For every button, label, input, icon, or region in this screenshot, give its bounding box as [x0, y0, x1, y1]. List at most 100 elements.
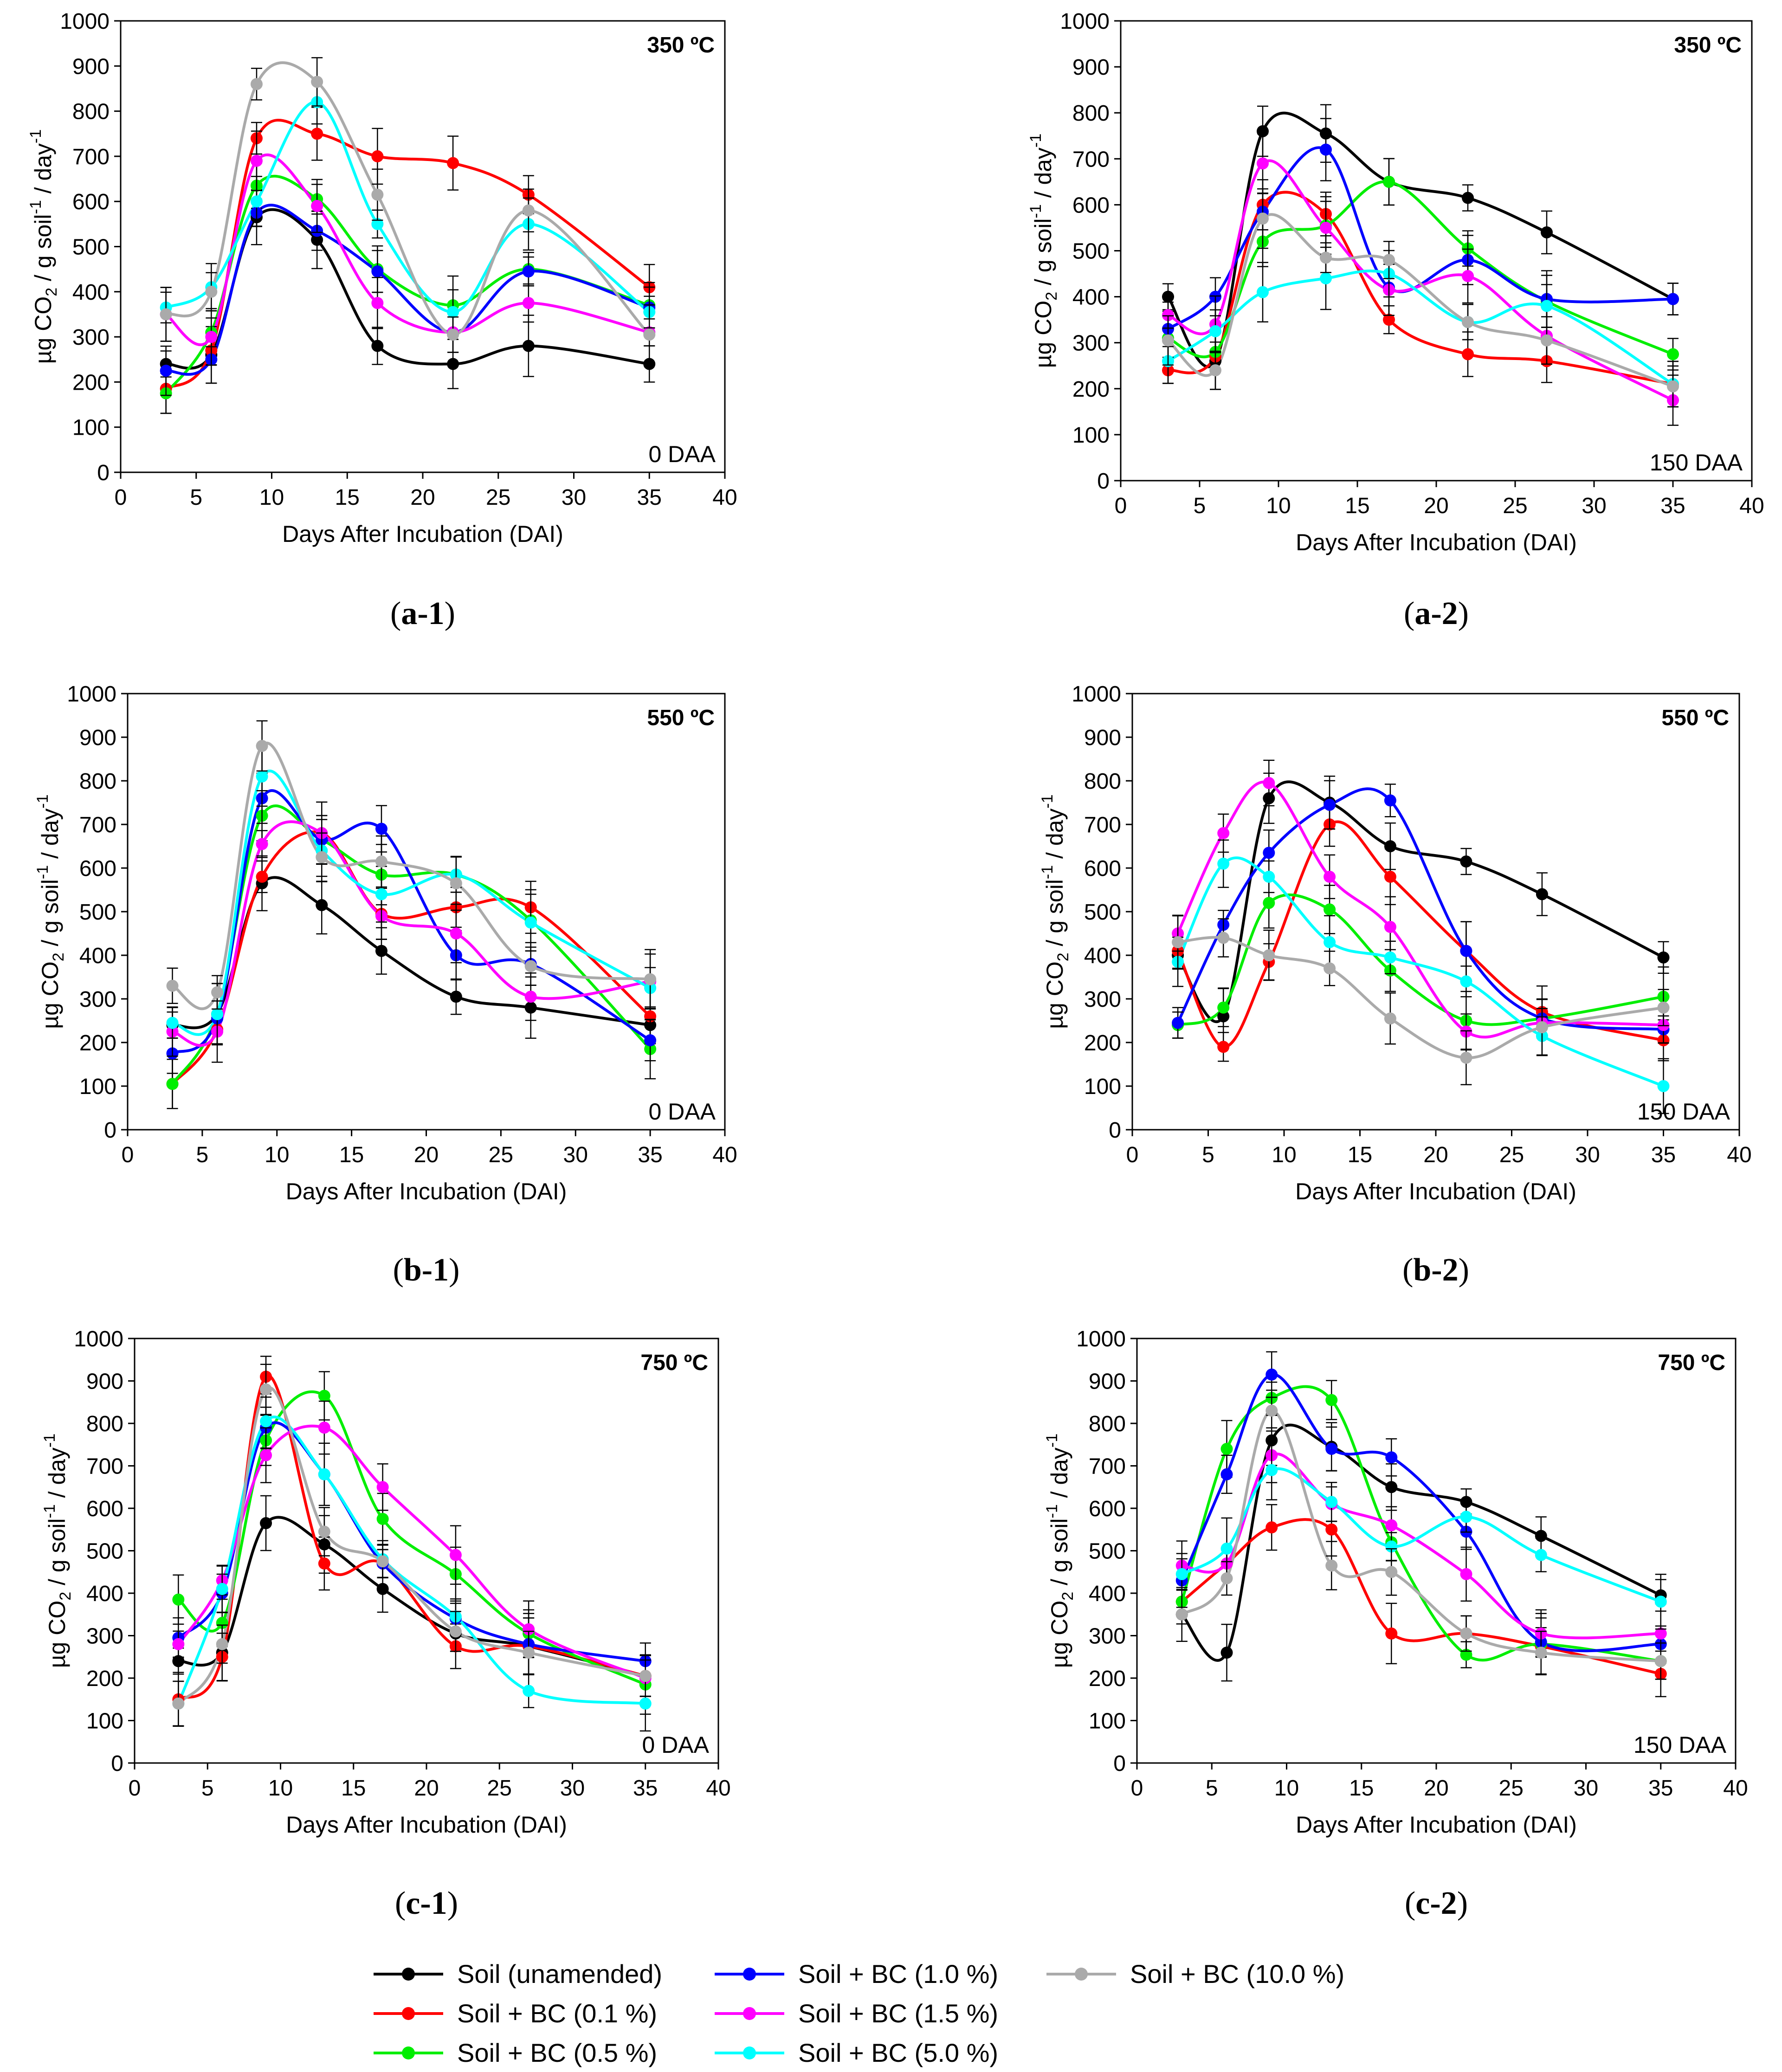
- data-point-bc50: [1175, 1568, 1188, 1580]
- data-point-bc100: [260, 1383, 272, 1396]
- data-point-bc100: [1257, 212, 1269, 225]
- y-axis-label-part: µg CO: [44, 1601, 70, 1668]
- y-tick-label: 700: [1072, 147, 1110, 172]
- data-point-bc01: [1265, 1521, 1278, 1534]
- y-tick-label: 200: [1089, 1667, 1126, 1691]
- x-tick-label: 25: [487, 1776, 512, 1801]
- data-point-bc100: [639, 1670, 652, 1682]
- x-tick-label: 25: [1499, 1776, 1524, 1801]
- y-tick-label: 600: [79, 856, 116, 881]
- data-point-bc100: [644, 973, 657, 985]
- y-tick-label: 200: [1072, 377, 1110, 402]
- y-tick-label: 800: [1084, 769, 1121, 794]
- data-point-bc10: [1265, 1368, 1278, 1381]
- data-point-bc50: [211, 1008, 224, 1020]
- data-point-bc100: [1536, 1021, 1548, 1034]
- x-tick-label: 5: [196, 1143, 209, 1167]
- caption-letter: a-1: [401, 596, 444, 631]
- data-point-bc100: [1324, 962, 1336, 975]
- series-line-bc100: [164, 61, 651, 336]
- data-point-bc01: [1325, 1523, 1338, 1536]
- legend-swatch-marker: [402, 1968, 415, 1981]
- data-point-bc100: [376, 1555, 389, 1568]
- y-axis-label-part: -1: [34, 865, 52, 879]
- data-point-bc05: [1667, 348, 1679, 360]
- x-tick-label: 30: [1575, 1143, 1600, 1167]
- data-point-bc50: [1460, 1511, 1472, 1523]
- y-axis-label-part: / day: [30, 143, 56, 200]
- data-point-bc05: [166, 1078, 179, 1090]
- data-point-bc100: [1541, 334, 1553, 347]
- y-tick-label: 400: [1089, 1582, 1126, 1606]
- data-point-bc50: [1263, 870, 1275, 883]
- y-axis-label: µg CO2 / g soil-1 / day-1: [34, 794, 67, 1029]
- x-tick-label: 5: [1194, 494, 1206, 518]
- data-point-bc15: [1324, 870, 1336, 883]
- data-point-bc100: [1217, 932, 1230, 944]
- series-line-bc15: [1176, 780, 1665, 1039]
- series-line-soil: [1167, 111, 1674, 368]
- data-point-bc15: [523, 1623, 535, 1635]
- caption-paren: ): [447, 1885, 458, 1921]
- x-tick-label: 0: [1131, 1776, 1143, 1801]
- series-line-bc10: [1167, 146, 1674, 330]
- data-point-bc100: [1385, 1566, 1398, 1578]
- data-point-bc10: [371, 265, 384, 278]
- y-axis-label-part: -1: [27, 200, 45, 214]
- data-point-bc15: [1654, 1627, 1667, 1640]
- y-tick-label: 300: [1072, 331, 1110, 356]
- temperature-label: 550 ºC: [1661, 706, 1729, 730]
- x-tick-label: 30: [1582, 494, 1606, 518]
- y-axis-label: µg CO2 / g soil-1 / day-1: [1039, 794, 1072, 1029]
- y-axis-label-part: µg CO: [30, 296, 56, 364]
- legend-item-bc01: Soil + BC (0.1 %): [374, 1999, 657, 2028]
- y-axis-label-part: 2: [43, 288, 60, 296]
- data-point-bc05: [1383, 175, 1395, 188]
- y-tick-label: 400: [1084, 944, 1121, 968]
- data-point-bc50: [523, 1685, 535, 1697]
- data-point-bc100: [450, 877, 462, 889]
- x-tick-label: 5: [1202, 1143, 1214, 1167]
- caption-paren: (: [1402, 1252, 1413, 1288]
- data-point-bc100: [1657, 1001, 1670, 1014]
- chart-panel-b2: 0 100 200 300 400 500 600 700 800 900 1000 0 5 10 15 20…: [1039, 682, 1752, 1288]
- data-point-bc100: [1265, 1404, 1278, 1417]
- y-axis-label-part: -1: [27, 129, 45, 143]
- y-tick-label: 900: [1089, 1370, 1126, 1394]
- data-point-soil: [450, 991, 462, 1003]
- y-axis-label-part: 2: [50, 952, 67, 961]
- x-tick-label: 40: [1739, 494, 1764, 518]
- y-tick-label: 0: [1113, 1751, 1126, 1776]
- legend-label: Soil + BC (1.5 %): [798, 1999, 998, 2028]
- plot-frame: [134, 1338, 719, 1764]
- data-point-bc05: [216, 1617, 228, 1629]
- data-point-bc50: [447, 306, 459, 318]
- x-axis-label: Days After Incubation (DAI): [1296, 529, 1577, 555]
- series-line-bc05: [1180, 1385, 1662, 1663]
- x-axis-label: Days After Incubation (DAI): [286, 1178, 567, 1204]
- data-point-bc15: [450, 927, 462, 939]
- x-tick-label: 15: [1345, 494, 1369, 518]
- y-tick-label: 200: [72, 370, 110, 395]
- data-point-bc10: [1384, 794, 1396, 807]
- data-point-bc100: [1220, 1572, 1233, 1584]
- caption-letter: b-1: [404, 1252, 449, 1288]
- y-axis-label: µg CO2 / g soil-1 / day-1: [1027, 134, 1060, 368]
- data-point-bc50: [250, 195, 263, 208]
- data-point-bc01: [1384, 870, 1396, 883]
- data-point-soil: [376, 1583, 389, 1595]
- x-tick-label: 20: [1424, 494, 1448, 518]
- data-point-bc10: [644, 1034, 657, 1047]
- y-axis-label-part: -1: [1027, 204, 1045, 218]
- y-tick-label: 100: [1072, 423, 1110, 448]
- panel-caption: (a-2): [1404, 596, 1469, 631]
- legend-label: Soil (unamended): [457, 1959, 662, 1988]
- y-tick-label: 400: [1072, 285, 1110, 310]
- data-point-soil: [371, 340, 384, 352]
- data-point-bc50: [1320, 272, 1332, 284]
- data-point-bc100: [1384, 1012, 1396, 1025]
- data-point-bc10: [1263, 847, 1275, 859]
- data-point-bc100: [1320, 251, 1332, 264]
- y-tick-label: 300: [72, 325, 110, 350]
